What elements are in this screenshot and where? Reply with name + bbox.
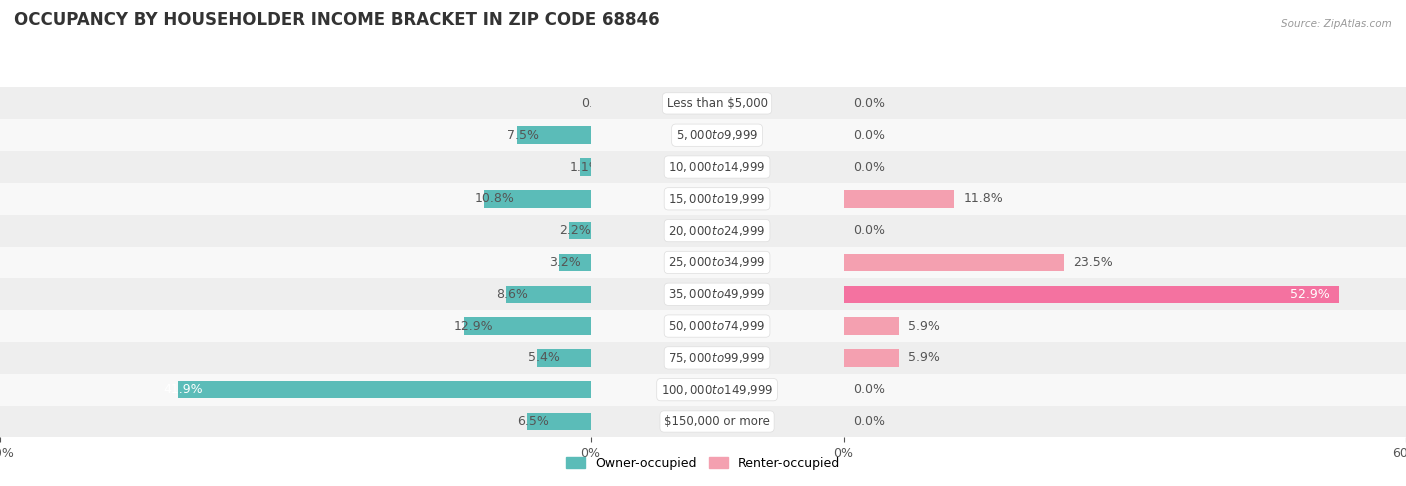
Bar [537,349,591,366]
Text: Less than $5,000: Less than $5,000 [666,97,768,110]
Text: $100,000 to $149,999: $100,000 to $149,999 [661,382,773,397]
Text: Source: ZipAtlas.com: Source: ZipAtlas.com [1281,19,1392,29]
Text: 7.5%: 7.5% [508,129,538,142]
Bar [591,278,844,310]
Bar [591,183,844,215]
Bar [0,278,591,310]
Text: $25,000 to $34,999: $25,000 to $34,999 [668,256,766,269]
Bar [0,342,591,374]
Bar [569,222,591,240]
Text: $15,000 to $19,999: $15,000 to $19,999 [668,192,766,206]
Text: $150,000 or more: $150,000 or more [664,415,770,428]
Text: 41.9%: 41.9% [163,383,202,396]
Bar [506,285,591,303]
Bar [844,119,1406,151]
Text: 3.2%: 3.2% [550,256,581,269]
Text: 2.2%: 2.2% [560,224,591,237]
Text: $50,000 to $74,999: $50,000 to $74,999 [668,319,766,333]
Text: 11.8%: 11.8% [963,192,1004,205]
Bar [591,119,844,151]
Text: 6.5%: 6.5% [517,415,548,428]
Bar [179,381,591,399]
Bar [591,406,844,437]
Bar [0,406,591,437]
Text: $75,000 to $99,999: $75,000 to $99,999 [668,351,766,365]
Bar [464,317,591,335]
Bar [591,246,844,278]
Bar [591,374,844,406]
Bar [517,126,591,144]
Bar [560,254,591,271]
Bar [844,374,1406,406]
Text: 0.0%: 0.0% [853,129,884,142]
Bar [844,215,1406,246]
Bar [844,317,898,335]
Bar [591,310,844,342]
Bar [591,215,844,246]
Text: $5,000 to $9,999: $5,000 to $9,999 [676,128,758,142]
Bar [844,285,1340,303]
Bar [0,119,591,151]
Bar [591,87,844,119]
Text: 0.0%: 0.0% [853,415,884,428]
Bar [579,158,591,176]
Text: 10.8%: 10.8% [474,192,515,205]
Bar [844,254,1064,271]
Bar [844,183,1406,215]
Text: 1.1%: 1.1% [569,160,602,174]
Text: 8.6%: 8.6% [496,288,527,301]
Text: 0.0%: 0.0% [853,160,884,174]
Bar [527,413,591,430]
Bar [0,87,591,119]
Text: 0.0%: 0.0% [581,97,613,110]
Bar [0,310,591,342]
Bar [844,278,1406,310]
Bar [484,190,591,208]
Bar [591,342,844,374]
Bar [844,190,955,208]
Text: 0.0%: 0.0% [853,224,884,237]
Bar [0,183,591,215]
Text: 5.4%: 5.4% [527,351,560,364]
Text: $10,000 to $14,999: $10,000 to $14,999 [668,160,766,174]
Bar [844,151,1406,183]
Bar [844,246,1406,278]
Text: $35,000 to $49,999: $35,000 to $49,999 [668,287,766,301]
Bar [844,406,1406,437]
Bar [844,342,1406,374]
Legend: Owner-occupied, Renter-occupied: Owner-occupied, Renter-occupied [561,452,845,475]
Text: $20,000 to $24,999: $20,000 to $24,999 [668,224,766,238]
Bar [844,87,1406,119]
Text: 5.9%: 5.9% [908,320,941,332]
Bar [591,151,844,183]
Text: OCCUPANCY BY HOUSEHOLDER INCOME BRACKET IN ZIP CODE 68846: OCCUPANCY BY HOUSEHOLDER INCOME BRACKET … [14,11,659,29]
Text: 12.9%: 12.9% [454,320,494,332]
Bar [0,151,591,183]
Bar [844,310,1406,342]
Text: 0.0%: 0.0% [853,97,884,110]
Text: 52.9%: 52.9% [1291,288,1330,301]
Bar [0,215,591,246]
Bar [0,374,591,406]
Text: 5.9%: 5.9% [908,351,941,364]
Bar [844,349,898,366]
Text: 23.5%: 23.5% [1073,256,1114,269]
Bar [0,246,591,278]
Text: 0.0%: 0.0% [853,383,884,396]
